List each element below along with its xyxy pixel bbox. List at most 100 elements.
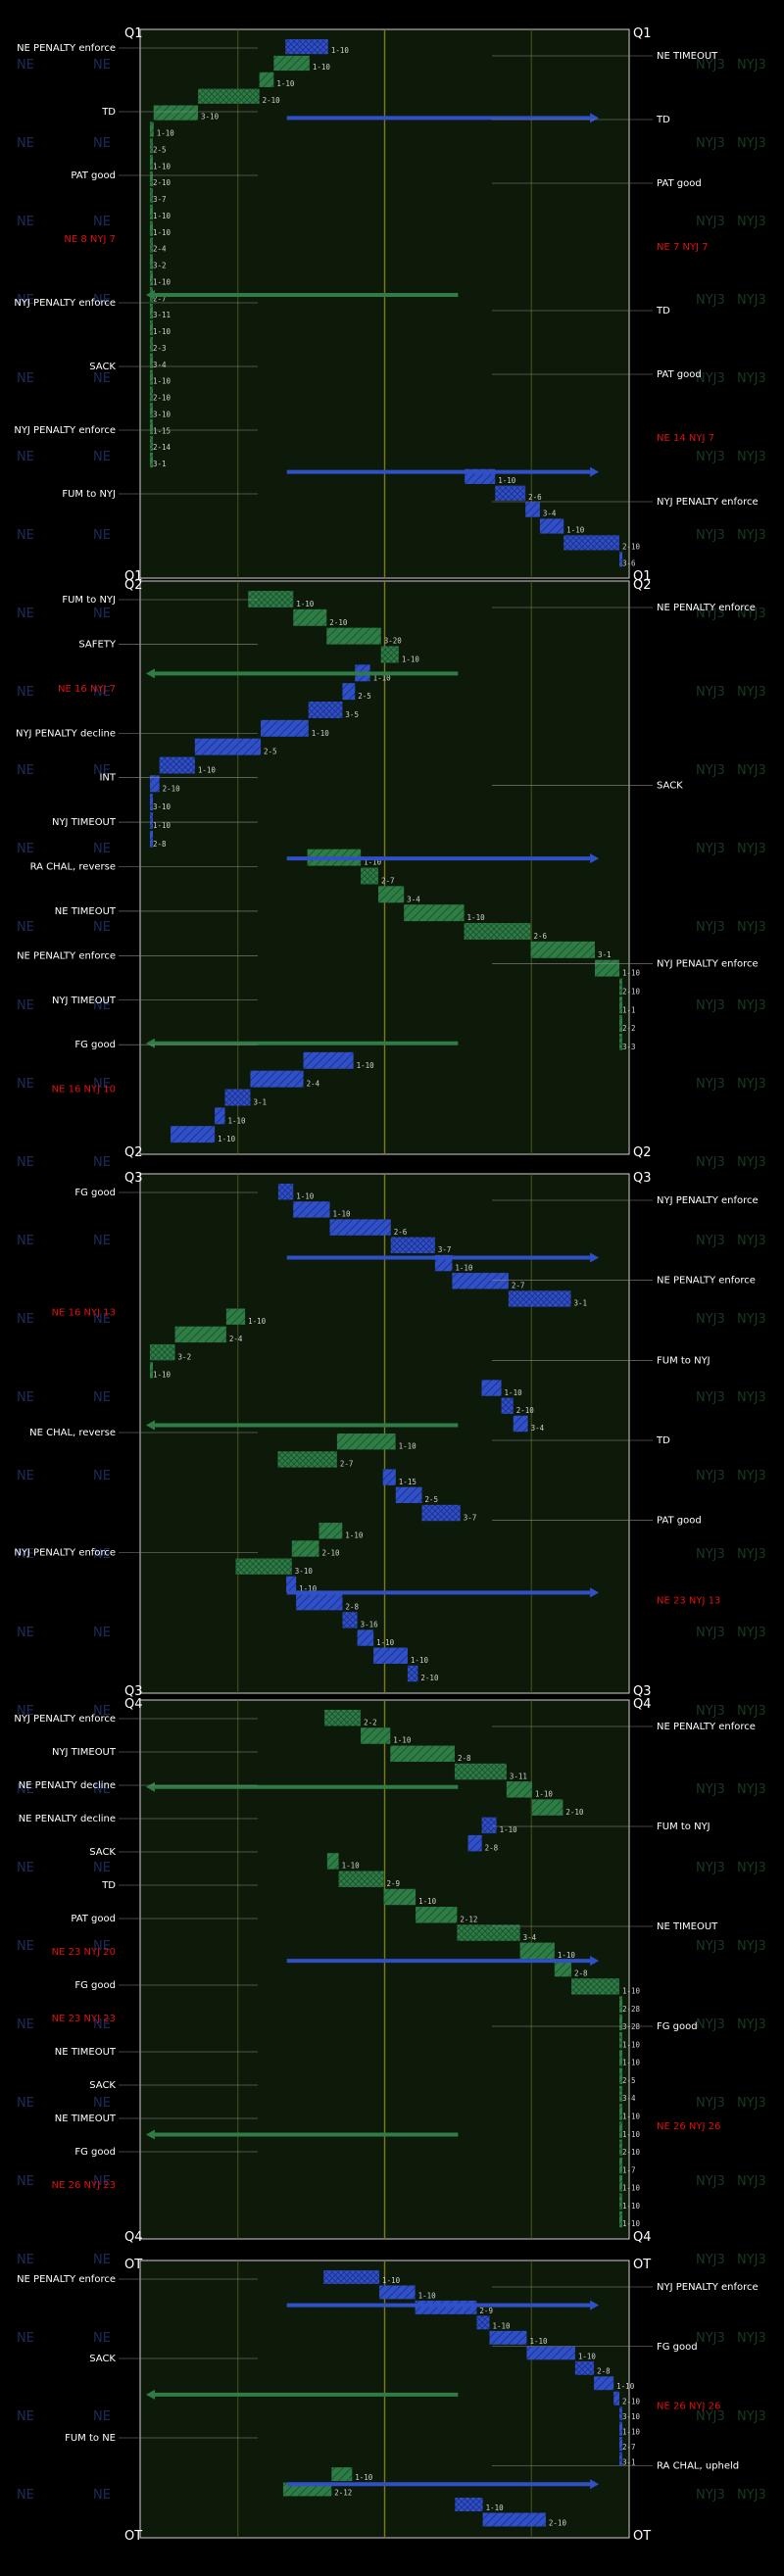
down-distance-label: 2-4	[307, 1080, 320, 1089]
play-bar	[619, 2157, 623, 2174]
down-distance-label: 2-10	[153, 394, 172, 403]
event-label-left: NE TIMEOUT	[55, 2047, 117, 2058]
play-bar	[619, 2050, 623, 2066]
play-bar	[619, 978, 623, 996]
watermark-ne: NE	[17, 1939, 34, 1954]
watermark-ne: NE	[93, 2174, 111, 2189]
watermark-nyj: NYJ3	[696, 685, 725, 700]
play-bar	[613, 2391, 620, 2406]
down-distance-label: 2-10	[622, 2398, 641, 2406]
event-label-right: SACK	[657, 781, 683, 792]
down-distance-label: 1-10	[248, 1317, 267, 1326]
play-bar	[149, 270, 153, 286]
quarter-label: Q4	[633, 2230, 652, 2245]
down-distance-label: 3-4	[153, 361, 167, 369]
play-bar	[149, 353, 153, 368]
down-distance-label: 2-10	[329, 618, 348, 627]
play-bar	[149, 419, 153, 435]
down-distance-label: 2-8	[458, 1754, 471, 1763]
event-label-left: RA CHAL, reverse	[30, 862, 116, 873]
event-label-left: NYJ PENALTY enforce	[14, 298, 116, 309]
quarter-label: Q2	[124, 578, 143, 593]
watermark-ne: NE	[93, 2488, 111, 2503]
watermark-nyj: NYJ3	[696, 450, 725, 464]
play-bar	[539, 518, 564, 534]
watermark-nyj: NYJ3	[737, 2331, 766, 2346]
down-distance-label: 1-10	[331, 46, 350, 55]
watermark-ne: NE	[93, 371, 111, 386]
quarter-label: Q3	[124, 1684, 143, 1699]
down-distance-label: 2-8	[574, 1968, 588, 1977]
watermark-layer: NE NE NYJ3 NYJ3 NE NE NYJ3 NYJ3 NE NE NYJ3 NYJ3 NE NE…	[17, 58, 766, 2503]
down-distance-label: 2-7	[340, 1460, 354, 1469]
play-bar	[619, 996, 623, 1014]
watermark-nyj: NYJ3	[696, 136, 725, 151]
play-bar	[415, 2300, 477, 2314]
down-distance-label: 2-2	[364, 1718, 377, 1726]
play-bar	[149, 122, 154, 137]
kick-arrowhead	[590, 853, 600, 864]
down-distance-label: 1-10	[455, 1263, 473, 1272]
watermark-ne: NE	[93, 1704, 111, 1719]
play-bar	[149, 220, 153, 236]
play-bar	[286, 1576, 297, 1593]
down-distance-label: 3-16	[361, 1621, 379, 1629]
down-distance-label: 1-10	[276, 79, 295, 88]
play-bar	[149, 138, 153, 154]
watermark-nyj: NYJ3	[737, 1704, 766, 1719]
play-bar	[149, 436, 153, 452]
down-distance-label: 2-5	[153, 145, 167, 154]
down-distance-label: 2-7	[512, 1281, 525, 1289]
event-label-left: NYJ PENALTY enforce	[14, 1714, 116, 1725]
down-distance-label: 2-28	[622, 2005, 641, 2014]
play-bar	[595, 959, 620, 977]
down-distance-label: 1-10	[622, 2059, 641, 2067]
play-bar	[531, 1799, 564, 1816]
play-bar	[564, 535, 620, 551]
down-distance-label: 1-10	[157, 129, 175, 138]
down-distance-label: 3-5	[345, 710, 359, 719]
event-label-right: FG good	[657, 2021, 698, 2032]
play-bar	[619, 2211, 623, 2228]
down-distance-label: 3-11	[510, 1772, 527, 1780]
play-bar	[489, 2330, 527, 2345]
play-bar	[149, 386, 153, 402]
down-distance-label: 2-10	[420, 1674, 439, 1682]
score-label: NE 23 NYJ 23	[52, 2014, 116, 2024]
down-distance-label: 3-10	[295, 1567, 314, 1576]
play-bar	[373, 1647, 408, 1664]
play-bar	[481, 1817, 497, 1834]
play-bar	[452, 1273, 509, 1289]
event-label-left: SACK	[89, 1847, 116, 1858]
down-distance-label: 3-10	[201, 113, 220, 122]
watermark-ne: NE	[17, 1312, 34, 1327]
play-bar	[525, 502, 540, 517]
down-distance-label: 1-10	[333, 1210, 352, 1219]
score-label: NE 26 NYJ 26	[657, 2402, 720, 2412]
event-label-left: FUM to NYJ	[62, 489, 116, 500]
event-label-left: NE PENALTY decline	[19, 1780, 116, 1791]
event-label-right: FUM to NYJ	[657, 1822, 710, 1832]
down-distance-label: 3-28	[622, 2022, 641, 2031]
event-label-right: TD	[656, 115, 670, 125]
down-distance-label: 1-10	[313, 63, 331, 72]
down-distance-label: 2-12	[334, 2489, 352, 2498]
watermark-ne: NE	[17, 1390, 34, 1405]
event-label-left: INT	[99, 773, 116, 784]
watermark-ne: NE	[93, 842, 111, 856]
event-label-left: NE PENALTY enforce	[17, 43, 116, 54]
quarter-label: Q2	[633, 1145, 652, 1160]
play-bar	[149, 775, 160, 793]
play-bar	[619, 2104, 623, 2120]
watermark-ne: NE	[93, 450, 111, 464]
kick-arrowhead	[145, 1781, 155, 1792]
play-bar	[619, 2452, 623, 2466]
down-distance-label: 2-8	[153, 840, 167, 849]
play-bar	[619, 2121, 623, 2138]
down-distance-label: 2-8	[485, 1843, 499, 1852]
watermark-nyj: NYJ3	[696, 2096, 725, 2111]
quarter-label: OT	[124, 2529, 142, 2544]
play-bar	[506, 1781, 532, 1798]
down-distance-label: 2-12	[460, 1915, 477, 1923]
play-bar	[501, 1397, 514, 1414]
